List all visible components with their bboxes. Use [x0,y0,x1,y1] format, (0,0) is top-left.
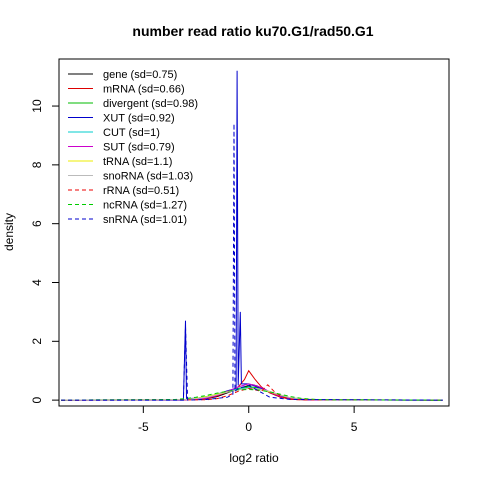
legend-label: snoRNA (sd=1.03) [103,171,193,183]
y-tick-label: 10 [30,99,44,113]
series-line-8 [61,384,443,401]
y-tick-label: 8 [30,161,44,168]
plot-frame [58,58,450,407]
y-tick-label: 2 [30,338,44,345]
x-axis-label: log2 ratio [229,451,279,465]
y-tick-label: 4 [30,279,44,286]
legend-label: mRNA (sd=0.66) [103,84,185,96]
legend-label: gene (sd=0.75) [103,69,177,81]
x-tick-label: 0 [245,420,252,434]
series-line-5 [61,383,443,401]
y-axis-label: density [2,213,16,251]
legend-label: snRNA (sd=1.01) [103,214,187,226]
x-tick-label: 5 [351,420,358,434]
x-tick-label: -5 [138,420,149,434]
legend-label: rRNA (sd=0.51) [103,185,179,197]
series-line-9 [61,388,443,401]
legend-label: XUT (sd=0.92) [103,113,175,125]
y-tick-label: 6 [30,220,44,227]
x-axis: -5 0 5 [138,405,358,434]
series-group [61,70,443,401]
legend-label: ncRNA (sd=1.27) [103,200,187,212]
legend: gene (sd=0.75) mRNA (sd=0.66) divergent (s… [68,69,198,226]
legend-label: divergent (sd=0.98) [103,98,198,110]
legend-label: CUT (sd=1) [103,127,160,139]
series-line-10 [61,123,443,401]
legend-label: tRNA (sd=1.1) [103,156,172,168]
y-tick-label: 0 [30,396,44,403]
y-axis: 0 2 4 6 8 10 [30,99,60,403]
chart-title: number read ratio ku70.G1/rad50.G1 [132,23,373,39]
series-line-7 [61,387,443,401]
legend-label: SUT (sd=0.79) [103,142,175,154]
